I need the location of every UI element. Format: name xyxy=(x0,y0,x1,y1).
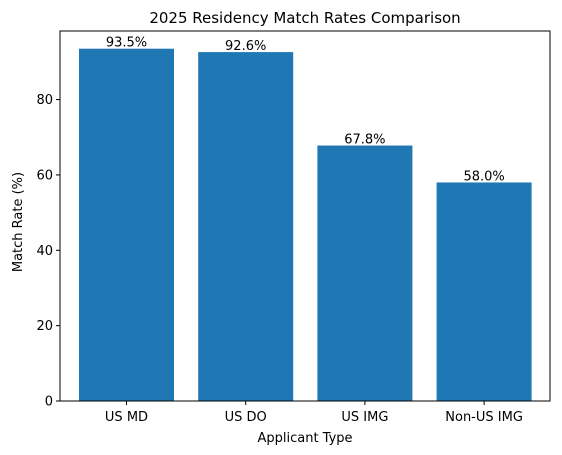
bar xyxy=(79,48,174,402)
plot-area-frame xyxy=(59,30,551,402)
y-tick-label: 60 xyxy=(36,168,53,183)
y-tick-label: 0 xyxy=(45,395,53,410)
x-tick-label: US DO xyxy=(225,410,267,425)
bar xyxy=(198,52,294,401)
bar-value-label: 92.6% xyxy=(225,39,266,54)
x-tick-label: US MD xyxy=(105,410,148,425)
chart-title: 2025 Residency Match Rates Comparison xyxy=(149,9,460,27)
y-axis-label: Match Rate (%) xyxy=(11,172,26,272)
x-axis-ticks: US MD US DO US IMG Non-US IMG xyxy=(105,401,523,425)
x-tick-label: US IMG xyxy=(341,410,388,425)
y-tick-label: 80 xyxy=(36,93,53,108)
x-tick-label: Non-US IMG xyxy=(445,410,523,425)
bar-value-label: 93.5% xyxy=(106,36,147,51)
x-axis-label: Applicant Type xyxy=(257,431,352,446)
y-axis-ticks: 0 20 40 60 80 xyxy=(36,93,60,410)
bar-value-label: 58.0% xyxy=(463,169,504,184)
bar xyxy=(317,145,413,401)
bar-value-label: 67.8% xyxy=(344,133,385,148)
y-tick-label: 40 xyxy=(36,244,53,259)
bar xyxy=(436,182,532,401)
bar-value-labels: 93.5% 92.6% 67.8% 58.0% xyxy=(106,36,505,185)
y-tick-label: 20 xyxy=(36,319,53,334)
bars-group xyxy=(79,48,532,402)
